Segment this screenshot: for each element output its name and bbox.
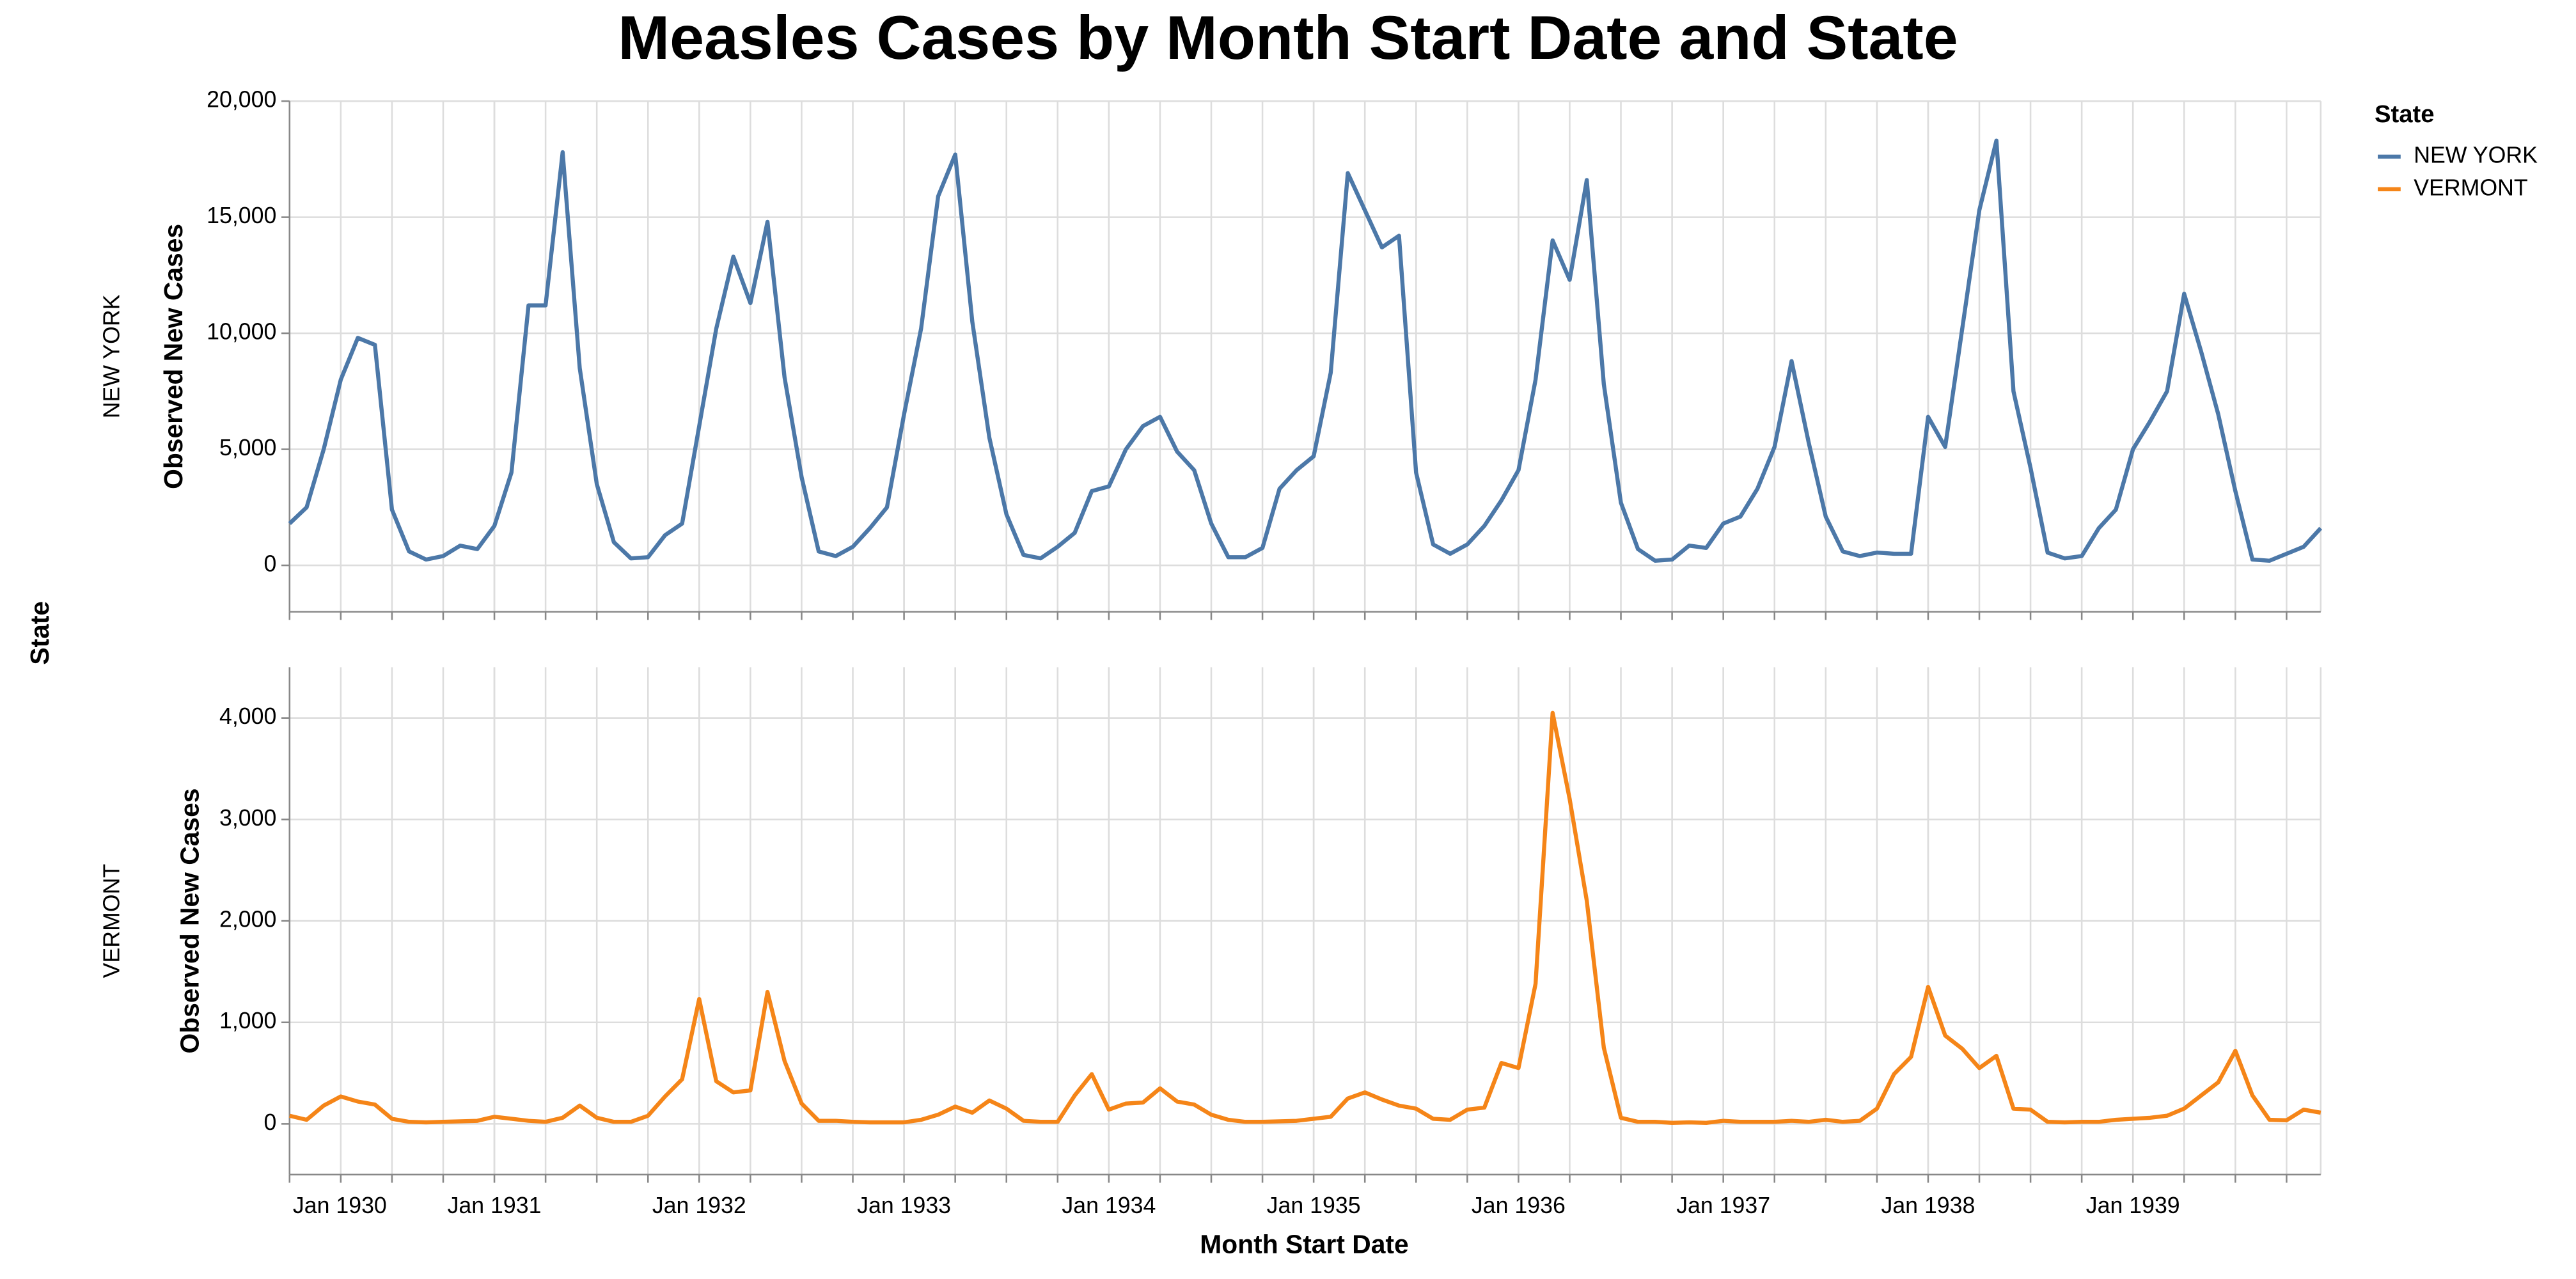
y-axis-label: Observed New Cases [159, 224, 188, 489]
y-tick-label: 2,000 [219, 906, 276, 932]
facet-label: VERMONT [99, 864, 125, 978]
series-line [289, 710, 2321, 1126]
y-axis-label: Observed New Cases [175, 789, 204, 1054]
y-tick-label: 5,000 [219, 435, 276, 460]
y-tick-label: 1,000 [219, 1008, 276, 1033]
y-tick-label: 20,000 [207, 87, 276, 113]
x-tick-label: Jan 1938 [1881, 1193, 1975, 1218]
x-tick-label: Jan 1931 [448, 1193, 542, 1218]
series-line [288, 138, 2323, 563]
y-tick-label: 10,000 [207, 319, 276, 345]
y-tick-label: 0 [264, 551, 277, 576]
x-axis-label: Month Start Date [1200, 1230, 1408, 1259]
x-tick-label: Jan 1934 [1062, 1193, 1156, 1218]
facet-label: NEW YORK [99, 294, 125, 418]
x-tick-label: Jan 1932 [652, 1193, 746, 1218]
legend-label: NEW YORK [2414, 142, 2538, 168]
x-tick-label: Jan 1933 [857, 1193, 951, 1218]
y-tick-label: 3,000 [219, 805, 276, 831]
x-tick-label: Jan 1937 [1676, 1193, 1770, 1218]
legend-title: State [2375, 100, 2435, 128]
y-tick-label: 4,000 [219, 703, 276, 729]
facet-title: State [25, 601, 54, 665]
y-tick-label: 15,000 [207, 203, 276, 228]
x-tick-label: Jan 1930 [293, 1193, 387, 1218]
legend-label: VERMONT [2414, 175, 2528, 200]
x-tick-label: Jan 1939 [2086, 1193, 2180, 1218]
x-tick-label: Jan 1936 [1472, 1193, 1566, 1218]
chart-title: Measles Cases by Month Start Date and St… [618, 3, 1958, 72]
x-tick-label: Jan 1935 [1267, 1193, 1361, 1218]
y-tick-label: 0 [264, 1110, 277, 1135]
